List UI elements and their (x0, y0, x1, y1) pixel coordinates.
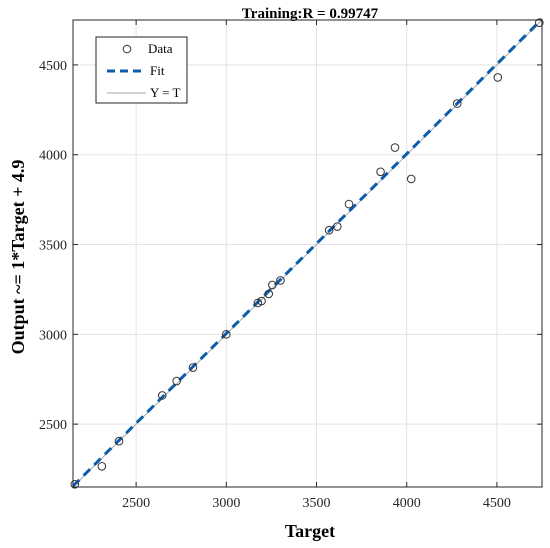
y-tick-label: 3000 (39, 328, 67, 343)
y-axis-label: Output ~= 1*Target + 4.9 (8, 160, 28, 355)
data-point (390, 143, 400, 152)
chart-title: Training:R = 0.99747 (242, 6, 379, 22)
data-point (493, 73, 503, 82)
data-markers (70, 18, 544, 489)
data-point (70, 480, 80, 489)
data-point (268, 280, 277, 290)
x-tick-label: 3000 (212, 496, 240, 511)
x-axis-label: Target (285, 521, 335, 541)
data-point (257, 296, 266, 306)
data-point (534, 18, 544, 27)
data-point (324, 225, 334, 235)
y-tick-label: 4000 (39, 149, 67, 164)
legend-fit-label: Fit (150, 63, 165, 78)
data-point (344, 199, 354, 209)
y-tick-label: 2500 (39, 418, 67, 433)
data-point (376, 167, 385, 177)
data-point (188, 363, 198, 372)
y-tick-label: 3500 (39, 239, 67, 254)
legend-data-marker (122, 44, 132, 54)
x-tick-label: 4000 (393, 496, 421, 511)
grid (73, 20, 542, 487)
data-point (276, 276, 285, 285)
data-point (332, 222, 342, 231)
data-point (406, 174, 416, 184)
plot-lines (71, 18, 544, 488)
fit-line (71, 18, 544, 488)
data-point (97, 462, 107, 471)
x-tick-label: 3500 (303, 496, 331, 511)
legend: Data Fit Y = T (95, 36, 188, 104)
data-point (452, 99, 462, 108)
data-point (264, 289, 274, 299)
y-tick-label: 4500 (39, 59, 67, 74)
x-tick-label: 2500 (122, 496, 150, 511)
data-point (157, 391, 167, 400)
data-point (172, 376, 182, 386)
x-axis-ticks: 2500 3000 3500 4000 4500 (122, 20, 511, 511)
legend-data-label: Data (148, 41, 173, 56)
plot-frame (72, 19, 543, 488)
data-point (114, 436, 124, 446)
x-tick-label: 4500 (483, 496, 511, 511)
y-axis-ticks: 2500 3000 3500 4000 4500 (39, 59, 542, 433)
legend-yt-label: Y = T (150, 85, 181, 100)
data-point (222, 330, 231, 339)
